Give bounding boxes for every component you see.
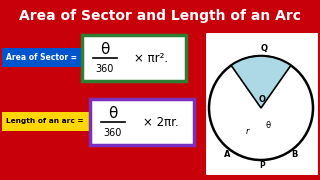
Text: θ: θ	[265, 121, 271, 130]
Text: r: r	[245, 127, 249, 136]
Text: 360: 360	[104, 128, 122, 138]
Text: Area of Sector =: Area of Sector =	[5, 53, 76, 62]
Text: × πr².: × πr².	[134, 51, 168, 64]
Text: Area of Sector and Length of an Arc: Area of Sector and Length of an Arc	[19, 9, 301, 23]
FancyBboxPatch shape	[2, 111, 89, 130]
Wedge shape	[231, 56, 291, 108]
Text: O: O	[259, 95, 266, 104]
FancyBboxPatch shape	[2, 48, 81, 66]
Text: P: P	[259, 161, 265, 170]
Text: 360: 360	[96, 64, 114, 74]
Text: × 2πr.: × 2πr.	[143, 116, 179, 129]
FancyBboxPatch shape	[205, 32, 319, 176]
Text: θ: θ	[108, 107, 118, 122]
FancyBboxPatch shape	[82, 35, 186, 81]
Text: B: B	[292, 150, 298, 159]
Text: A: A	[224, 150, 230, 159]
FancyBboxPatch shape	[90, 99, 194, 145]
Text: θ: θ	[100, 42, 110, 57]
Text: Length of an arc =: Length of an arc =	[6, 118, 84, 124]
Text: Q: Q	[260, 44, 268, 53]
